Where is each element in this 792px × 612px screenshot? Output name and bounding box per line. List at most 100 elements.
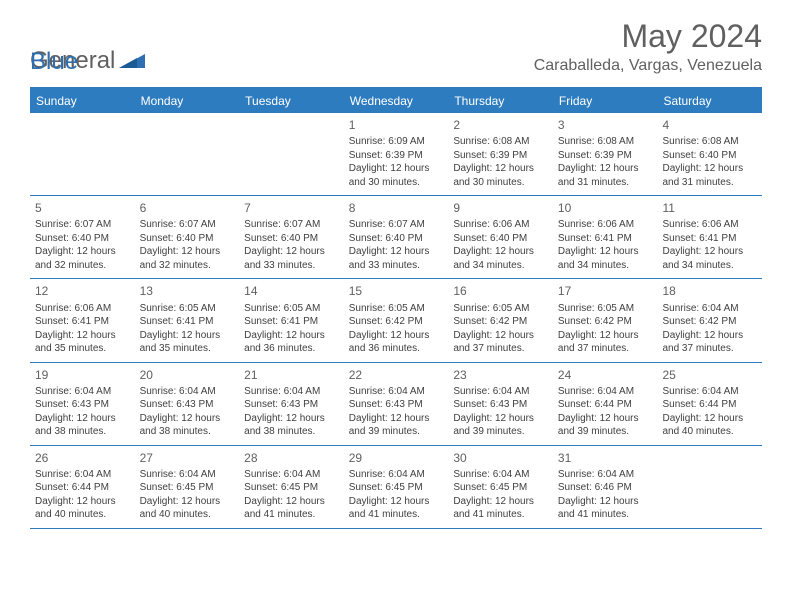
day-cell: 25Sunrise: 6:04 AMSunset: 6:44 PMDayligh… [657, 363, 762, 445]
day-day2: and 34 minutes. [558, 259, 653, 273]
weekday-wednesday: Wednesday [344, 89, 449, 113]
day-day1: Daylight: 12 hours [349, 329, 444, 343]
day-sunrise: Sunrise: 6:05 AM [453, 302, 548, 316]
day-sunset: Sunset: 6:43 PM [35, 398, 130, 412]
day-day2: and 34 minutes. [453, 259, 548, 273]
day-day1: Daylight: 12 hours [349, 412, 444, 426]
day-sunset: Sunset: 6:42 PM [349, 315, 444, 329]
day-sunset: Sunset: 6:40 PM [349, 232, 444, 246]
day-sunrise: Sunrise: 6:05 AM [349, 302, 444, 316]
day-sunrise: Sunrise: 6:04 AM [453, 468, 548, 482]
day-sunset: Sunset: 6:46 PM [558, 481, 653, 495]
day-sunset: Sunset: 6:45 PM [244, 481, 339, 495]
day-cell: 23Sunrise: 6:04 AMSunset: 6:43 PMDayligh… [448, 363, 553, 445]
week-row: 1Sunrise: 6:09 AMSunset: 6:39 PMDaylight… [30, 113, 762, 196]
day-day1: Daylight: 12 hours [35, 495, 130, 509]
day-day2: and 39 minutes. [349, 425, 444, 439]
day-day2: and 39 minutes. [558, 425, 653, 439]
day-day1: Daylight: 12 hours [453, 412, 548, 426]
day-sunrise: Sunrise: 6:05 AM [558, 302, 653, 316]
day-day1: Daylight: 12 hours [349, 495, 444, 509]
day-day1: Daylight: 12 hours [140, 329, 235, 343]
day-day1: Daylight: 12 hours [140, 495, 235, 509]
day-day1: Daylight: 12 hours [558, 412, 653, 426]
day-cell: 1Sunrise: 6:09 AMSunset: 6:39 PMDaylight… [344, 113, 449, 195]
day-cell: 15Sunrise: 6:05 AMSunset: 6:42 PMDayligh… [344, 279, 449, 361]
day-number: 1 [349, 117, 444, 133]
day-sunset: Sunset: 6:44 PM [558, 398, 653, 412]
day-day2: and 31 minutes. [662, 176, 757, 190]
day-cell: 12Sunrise: 6:06 AMSunset: 6:41 PMDayligh… [30, 279, 135, 361]
day-cell: 27 Sunrise: 6:04 AMSunset: 6:45 PMDayligh… [135, 446, 240, 528]
calendar: SundayMondayTuesdayWednesdayThursdayFrid… [30, 87, 762, 529]
day-day1: Daylight: 12 hours [558, 162, 653, 176]
day-day1: Daylight: 12 hours [140, 245, 235, 259]
day-sunset: Sunset: 6:39 PM [453, 149, 548, 163]
day-number: 16 [453, 283, 548, 299]
day-sunset: Sunset: 6:42 PM [453, 315, 548, 329]
day-sunrise: Sunrise: 6:04 AM [244, 385, 339, 399]
day-sunrise: Sunrise: 6:04 AM [35, 468, 130, 482]
day-sunrise: Sunrise: 6:04 AM [140, 468, 235, 482]
day-cell: 21Sunrise: 6:04 AMSunset: 6:43 PMDayligh… [239, 363, 344, 445]
day-sunset: Sunset: 6:39 PM [349, 149, 444, 163]
day-number: 11 [662, 200, 757, 216]
day-day2: and 38 minutes. [35, 425, 130, 439]
day-cell: 4Sunrise: 6:08 AMSunset: 6:40 PMDaylight… [657, 113, 762, 195]
logo-text-blue: Blue [30, 48, 78, 75]
day-day1: Daylight: 12 hours [662, 162, 757, 176]
day-cell: 5Sunrise: 6:07 AMSunset: 6:40 PMDaylight… [30, 196, 135, 278]
day-sunset: Sunset: 6:43 PM [349, 398, 444, 412]
day-day2: and 37 minutes. [453, 342, 548, 356]
day-sunrise: Sunrise: 6:04 AM [244, 468, 339, 482]
day-number: 30 [453, 450, 548, 466]
location-subtitle: Caraballeda, Vargas, Venezuela [534, 57, 762, 75]
day-day1: Daylight: 12 hours [558, 245, 653, 259]
day-sunrise: Sunrise: 6:06 AM [558, 218, 653, 232]
weekday-header-row: SundayMondayTuesdayWednesdayThursdayFrid… [30, 89, 762, 113]
day-cell: 19Sunrise: 6:04 AMSunset: 6:43 PMDayligh… [30, 363, 135, 445]
day-number: 27 [140, 450, 235, 466]
day-sunrise: Sunrise: 6:04 AM [558, 385, 653, 399]
weekday-friday: Friday [553, 89, 658, 113]
day-sunset: Sunset: 6:43 PM [244, 398, 339, 412]
day-day1: Daylight: 12 hours [453, 329, 548, 343]
day-sunset: Sunset: 6:45 PM [453, 481, 548, 495]
weekday-thursday: Thursday [448, 89, 553, 113]
day-sunset: Sunset: 6:41 PM [35, 315, 130, 329]
day-day2: and 33 minutes. [349, 259, 444, 273]
day-number: 28 [244, 450, 339, 466]
day-sunrise: Sunrise: 6:06 AM [662, 218, 757, 232]
day-cell-empty [239, 113, 344, 195]
day-day1: Daylight: 12 hours [349, 245, 444, 259]
day-day2: and 38 minutes. [244, 425, 339, 439]
day-number: 17 [558, 283, 653, 299]
day-day1: Daylight: 12 hours [558, 495, 653, 509]
day-day2: and 41 minutes. [558, 508, 653, 522]
day-cell: 22Sunrise: 6:04 AMSunset: 6:43 PMDayligh… [344, 363, 449, 445]
week-row: 5Sunrise: 6:07 AMSunset: 6:40 PMDaylight… [30, 196, 762, 279]
day-sunset: Sunset: 6:44 PM [35, 481, 130, 495]
weekday-monday: Monday [135, 89, 240, 113]
day-sunrise: Sunrise: 6:07 AM [140, 218, 235, 232]
day-sunrise: Sunrise: 6:04 AM [453, 385, 548, 399]
day-day1: Daylight: 12 hours [35, 412, 130, 426]
day-number: 10 [558, 200, 653, 216]
day-sunrise: Sunrise: 6:04 AM [140, 385, 235, 399]
day-sunset: Sunset: 6:45 PM [140, 481, 235, 495]
day-cell: 10Sunrise: 6:06 AMSunset: 6:41 PMDayligh… [553, 196, 658, 278]
day-sunrise: Sunrise: 6:08 AM [558, 135, 653, 149]
weekday-sunday: Sunday [30, 89, 135, 113]
day-day1: Daylight: 12 hours [244, 329, 339, 343]
day-day1: Daylight: 12 hours [244, 245, 339, 259]
day-cell: 16 Sunrise: 6:05 AMSunset: 6:42 PMDayligh… [448, 279, 553, 361]
day-number: 2 [453, 117, 548, 133]
day-sunrise: Sunrise: 6:06 AM [453, 218, 548, 232]
week-row: 26Sunrise: 6:04 AMSunset: 6:44 PMDayligh… [30, 446, 762, 529]
day-day2: and 31 minutes. [558, 176, 653, 190]
day-sunset: Sunset: 6:42 PM [558, 315, 653, 329]
day-cell: 18Sunrise: 6:04 AMSunset: 6:42 PMDayligh… [657, 279, 762, 361]
day-number: 6 [140, 200, 235, 216]
day-day2: and 36 minutes. [349, 342, 444, 356]
day-number: 3 [558, 117, 653, 133]
